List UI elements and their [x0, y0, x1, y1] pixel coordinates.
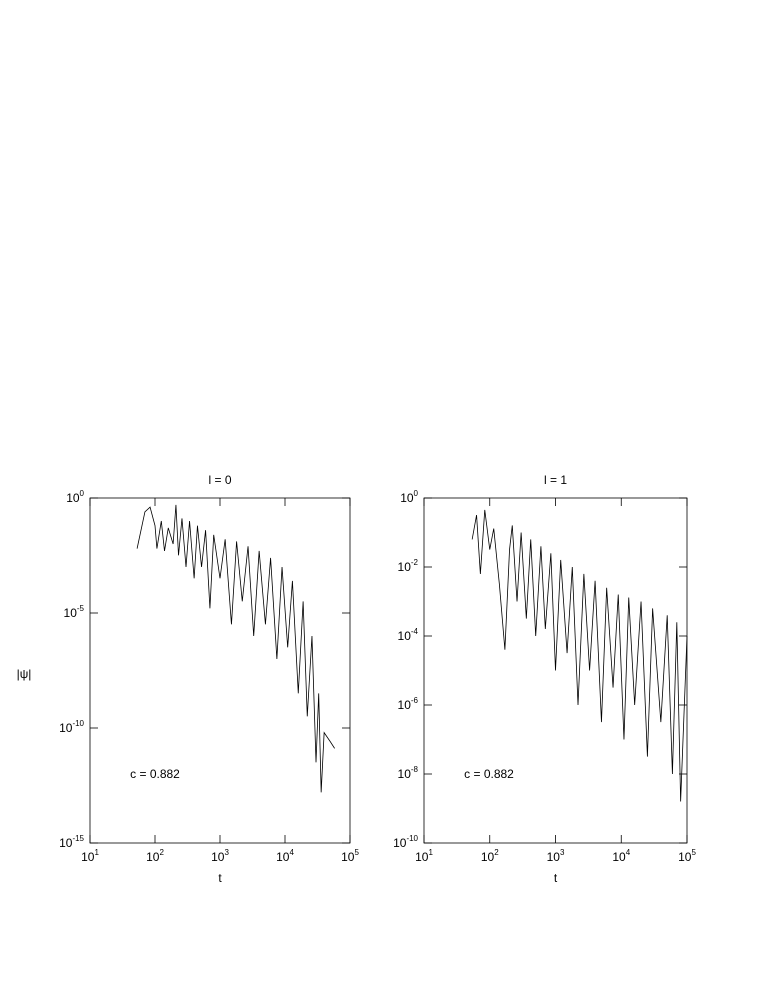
- tick-base: 10: [146, 850, 160, 864]
- tick-exponent: -10: [406, 834, 418, 843]
- y-axis-label: |ψ|: [17, 667, 32, 681]
- tick-label: 100: [400, 489, 418, 505]
- tick-label: 105: [341, 848, 359, 864]
- chart-title: l = 1: [544, 473, 567, 487]
- tick-label: 102: [481, 848, 499, 864]
- tick-base: 10: [398, 767, 412, 781]
- tick-label: 10-5: [64, 604, 85, 620]
- tick-exponent: -2: [411, 558, 419, 567]
- tick-base: 10: [64, 606, 78, 620]
- tick-base: 10: [211, 850, 225, 864]
- tick-base: 10: [678, 850, 692, 864]
- tick-label: 102: [146, 848, 164, 864]
- plot-frame: [89, 497, 351, 844]
- tick-exponent: 5: [691, 848, 696, 857]
- tick-exponent: -10: [72, 719, 84, 728]
- tick-exponent: 3: [224, 848, 229, 857]
- tick-base: 10: [547, 850, 561, 864]
- tick-label: 100: [66, 489, 84, 505]
- tick-base: 10: [59, 836, 73, 850]
- tick-label: 10-6: [398, 696, 419, 712]
- tick-base: 10: [59, 721, 73, 735]
- tick-exponent: 4: [289, 848, 294, 857]
- tick-exponent: 0: [414, 489, 419, 498]
- tick-label: 104: [612, 848, 630, 864]
- tick-base: 10: [66, 491, 80, 505]
- tick-exponent: 0: [80, 489, 85, 498]
- chart-title: l = 0: [208, 473, 231, 487]
- tick-base: 10: [398, 629, 412, 643]
- tick-exponent: -5: [77, 604, 85, 613]
- annotation: c = 0.882: [130, 767, 180, 781]
- tick-base: 10: [398, 698, 412, 712]
- tick-exponent: 2: [494, 848, 499, 857]
- tick-label: 104: [276, 848, 294, 864]
- tick-exponent: -8: [411, 765, 419, 774]
- tick-label: 10-15: [59, 834, 84, 850]
- tick-base: 10: [400, 491, 414, 505]
- tick-base: 10: [276, 850, 290, 864]
- tick-exponent: -4: [411, 627, 419, 636]
- tick-base: 10: [481, 850, 495, 864]
- tick-label: 10-4: [398, 627, 419, 643]
- tick-base: 10: [398, 560, 412, 574]
- x-axis-label: t: [554, 871, 558, 885]
- tick-label: 105: [678, 848, 696, 864]
- x-axis-label: t: [218, 871, 222, 885]
- tick-base: 10: [415, 850, 429, 864]
- tick-label: 10-10: [393, 834, 418, 850]
- tick-base: 10: [341, 850, 355, 864]
- tick-exponent: 4: [626, 848, 631, 857]
- tick-exponent: 3: [560, 848, 565, 857]
- tick-label: 10-8: [398, 765, 419, 781]
- tick-exponent: 2: [159, 848, 164, 857]
- tick-label: 10-2: [398, 558, 419, 574]
- tick-exponent: -15: [72, 834, 84, 843]
- tick-label: 101: [415, 848, 433, 864]
- tick-base: 10: [612, 850, 626, 864]
- tick-exponent: -6: [411, 696, 419, 705]
- data-line: [136, 504, 335, 793]
- tick-label: 101: [81, 848, 99, 864]
- tick-base: 10: [393, 836, 407, 850]
- tick-label: 103: [211, 848, 229, 864]
- tick-exponent: 5: [354, 848, 359, 857]
- data-line: [471, 509, 688, 802]
- tick-label: 10-10: [59, 719, 84, 735]
- annotation: c = 0.882: [464, 767, 514, 781]
- tick-exponent: 1: [94, 848, 99, 857]
- tick-label: 103: [547, 848, 565, 864]
- tick-exponent: 1: [428, 848, 433, 857]
- tick-base: 10: [81, 850, 95, 864]
